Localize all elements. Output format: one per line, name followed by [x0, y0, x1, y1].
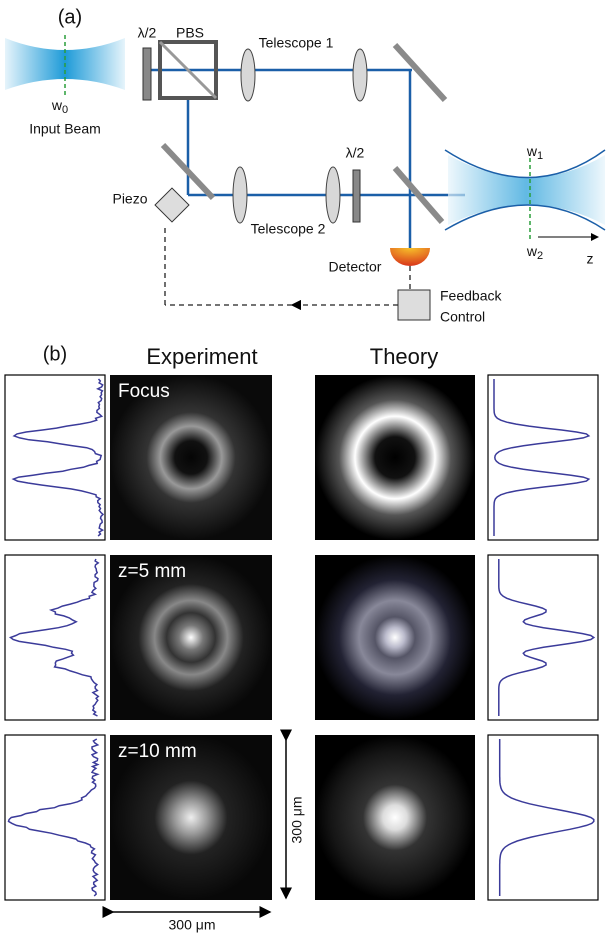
- profile-box: [487, 374, 599, 541]
- profile-box: [487, 554, 599, 721]
- pbs-label: PBS: [176, 25, 204, 41]
- half-wave-label: λ/2: [138, 25, 157, 41]
- piezo: [154, 187, 190, 223]
- profile-box: [4, 554, 106, 721]
- z-label: z: [587, 251, 594, 267]
- panel-label: (a): [58, 6, 82, 28]
- theory-image: [315, 735, 475, 900]
- experiment-image: [110, 735, 272, 900]
- mirror: [392, 42, 448, 103]
- feedback-box: [397, 289, 431, 321]
- theory-profile: [498, 559, 596, 716]
- piezo-label: Piezo: [112, 191, 147, 207]
- profile-box: [4, 374, 106, 541]
- theory-image: [315, 555, 475, 720]
- scale-label: 300 μm: [169, 917, 216, 933]
- lens: [352, 48, 368, 102]
- half-wave-label: λ/2: [346, 145, 365, 161]
- theory-image: [315, 375, 475, 540]
- w1-label: w1: [526, 143, 543, 162]
- beamsplitter: [392, 166, 445, 224]
- column-title: Experiment: [146, 344, 257, 369]
- pbs-cube: [158, 40, 218, 100]
- half-wave-plate: [352, 169, 361, 223]
- lens: [232, 166, 248, 224]
- row-label: z=5 mm: [118, 561, 186, 582]
- scale-label: 300 μm: [289, 797, 305, 844]
- telescope-1-label: Telescope 1: [259, 35, 334, 51]
- telescope-2-label: Telescope 2: [251, 221, 326, 237]
- experiment-image: [110, 375, 272, 540]
- w2-label: w2: [526, 243, 543, 262]
- experiment-profile: [7, 738, 100, 897]
- profile-box: [4, 734, 106, 901]
- column-title: Theory: [370, 344, 438, 369]
- output-beam: [448, 155, 605, 225]
- feedback-label: Control: [440, 309, 485, 325]
- detector-label: Detector: [329, 259, 382, 275]
- experiment-profile: [11, 378, 105, 537]
- lens: [325, 166, 341, 224]
- profile-box: [487, 734, 599, 901]
- theory-profile: [493, 379, 591, 536]
- feedback-label: Feedback: [440, 288, 502, 304]
- half-wave-plate: [142, 47, 152, 101]
- experiment-profile: [8, 558, 100, 717]
- lens: [240, 48, 256, 102]
- beam-envelope: [444, 149, 606, 231]
- panel-label: (b): [43, 343, 67, 365]
- detector: [390, 248, 430, 266]
- theory-profile: [498, 739, 595, 896]
- input-beam-label: Input Beam: [29, 121, 101, 137]
- row-label: Focus: [118, 381, 170, 402]
- experiment-image: [110, 555, 272, 720]
- mirror: [160, 142, 216, 201]
- pbs-diagonal: [158, 40, 218, 100]
- row-label: z=10 mm: [118, 741, 197, 762]
- w0-label: w0: [51, 97, 68, 116]
